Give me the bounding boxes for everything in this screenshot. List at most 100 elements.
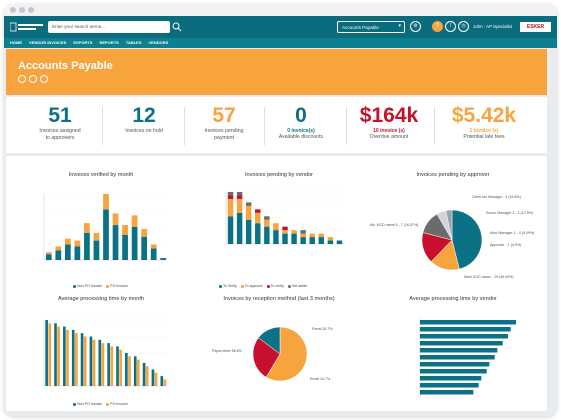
bar (66, 329, 69, 386)
chart-title: Invoices pending by vendor (244, 172, 314, 178)
main-nav: HOME VENDOR INVOICES EXPORTS REPORTS TAB… (4, 38, 557, 48)
search-icon[interactable] (171, 21, 183, 33)
bar (92, 339, 96, 386)
charts-area: Invoices verified by month Non PO Invoic… (6, 156, 547, 411)
bar (160, 376, 164, 386)
pie-slice (451, 209, 483, 270)
bar (300, 237, 306, 244)
nav-home[interactable]: HOME (10, 40, 22, 45)
edit-icon[interactable] (29, 75, 37, 83)
bar (137, 359, 140, 386)
legend-non-po: Non PO Invoice (77, 284, 103, 288)
pie-slice (445, 209, 453, 241)
bar (160, 258, 167, 260)
kpi-value: 0 (295, 104, 307, 127)
kpi-sub: 1 invoice (s) (469, 128, 499, 134)
bar (236, 192, 243, 196)
bar (420, 383, 479, 388)
chart-pending-by-vendor: Invoices pending by vendor To Verify To … (204, 172, 354, 290)
data-label: Alert Manager 1 - 4 (5.09%) (490, 231, 534, 235)
chart-avg-time-vendor: Average processing time by vendor (368, 296, 538, 408)
bar (420, 334, 508, 339)
user-name[interactable]: John - AP Specialist (473, 24, 512, 29)
top-bar: Enter your search terms... Accounts Paya… (4, 16, 557, 38)
help-icon[interactable]: ? (432, 21, 443, 32)
chart-title: Invoices pending by approver (416, 172, 490, 178)
kpi-label: payment (214, 134, 234, 141)
nav-tables[interactable]: TABLES (125, 40, 142, 45)
kpi-label: Overdue amount (369, 134, 409, 140)
bar (133, 356, 137, 386)
legend-3: To verify (270, 284, 284, 288)
bar (145, 366, 149, 386)
clock-icon[interactable]: ◷ (458, 21, 469, 32)
bar (131, 227, 138, 260)
nav-vendor-invoices[interactable]: VENDOR INVOICES (29, 40, 67, 45)
bar (128, 356, 131, 386)
bar (54, 323, 57, 386)
kpi-value: 12 (132, 104, 156, 127)
maximize-dot[interactable] (28, 7, 34, 13)
bar (327, 237, 334, 241)
minimize-dot[interactable] (19, 7, 25, 13)
kpi-label: Invoices assigned (39, 128, 81, 134)
chart-svg: Paper/other 58.6% Portal 26.7% Email 14.7% (212, 326, 333, 382)
close-dot[interactable] (10, 7, 16, 13)
chart-title: Invoices by reception method (last 3 mon… (223, 296, 335, 302)
bar (98, 339, 102, 386)
bar (84, 232, 90, 260)
kpi-discounts[interactable]: 0 0 invoice(s) Available discounts (262, 97, 340, 153)
chart-title: Invoices verified by month (68, 172, 134, 178)
window-titlebar (4, 4, 557, 16)
kpi-on-hold[interactable]: 12 Invoices on hold (108, 97, 180, 153)
app-logo[interactable] (10, 21, 44, 33)
kpi-label: Invoices pending (204, 128, 244, 134)
bar (84, 223, 90, 233)
bar (236, 198, 243, 213)
chart-legend: Non PO Invoice PO Invoice (70, 402, 128, 406)
divider (434, 107, 435, 145)
bar (309, 237, 315, 244)
bar (236, 195, 243, 199)
bar (318, 237, 325, 244)
kpi-label: Available discounts (278, 134, 324, 140)
chart-legend: To Verify To approve To verify Set aside (216, 284, 307, 288)
kpi-assigned[interactable]: 51 Invoices assigned to approvers (24, 97, 96, 153)
bar (71, 329, 75, 386)
page-banner: Accounts Payable (6, 49, 547, 95)
info-icon[interactable] (40, 75, 48, 83)
bar (55, 250, 62, 260)
notification-icon[interactable]: ! (445, 21, 456, 32)
bar (273, 223, 279, 231)
kpi-overdue[interactable]: $164k 10 invoice (s) Overdue amount (350, 97, 428, 153)
nav-exports[interactable]: EXPORTS (73, 40, 93, 45)
bar (309, 233, 315, 238)
kpi-pending-payment[interactable]: 57 Invoices pending payment (188, 97, 260, 153)
chart-avg-time-month: Average processing time by month Non PO … (26, 296, 176, 408)
bar (101, 343, 105, 386)
legend-2: To approve (244, 284, 263, 288)
bar (141, 236, 148, 260)
bar (141, 228, 148, 237)
bar (420, 348, 498, 353)
bar (55, 246, 62, 251)
bar (420, 341, 503, 346)
bar (122, 225, 128, 235)
divider (184, 107, 185, 145)
kpi-late-fees[interactable]: $5.42k 1 invoice (s) Potential late fees (442, 97, 526, 153)
data-label: Approver - 1 (4.9%) (490, 243, 521, 247)
bar (150, 248, 157, 260)
bar (420, 327, 511, 332)
bar (291, 233, 297, 244)
settings-icon[interactable]: ⚙ (410, 21, 421, 32)
view-selector[interactable]: Accounts Payable ▾ (337, 21, 405, 33)
chart-invoices-verified: Invoices verified by month Non PO Invoic… (26, 172, 176, 290)
bar (74, 240, 81, 247)
legend-po: PO Invoice (110, 402, 128, 406)
kpi-value: $5.42k (451, 104, 517, 127)
nav-reports[interactable]: REPORTS (99, 40, 119, 45)
nav-vendors[interactable]: VENDORS (148, 40, 169, 45)
bar (112, 225, 119, 260)
search-input[interactable]: Enter your search terms... (48, 21, 170, 33)
refresh-icon[interactable] (18, 75, 26, 83)
